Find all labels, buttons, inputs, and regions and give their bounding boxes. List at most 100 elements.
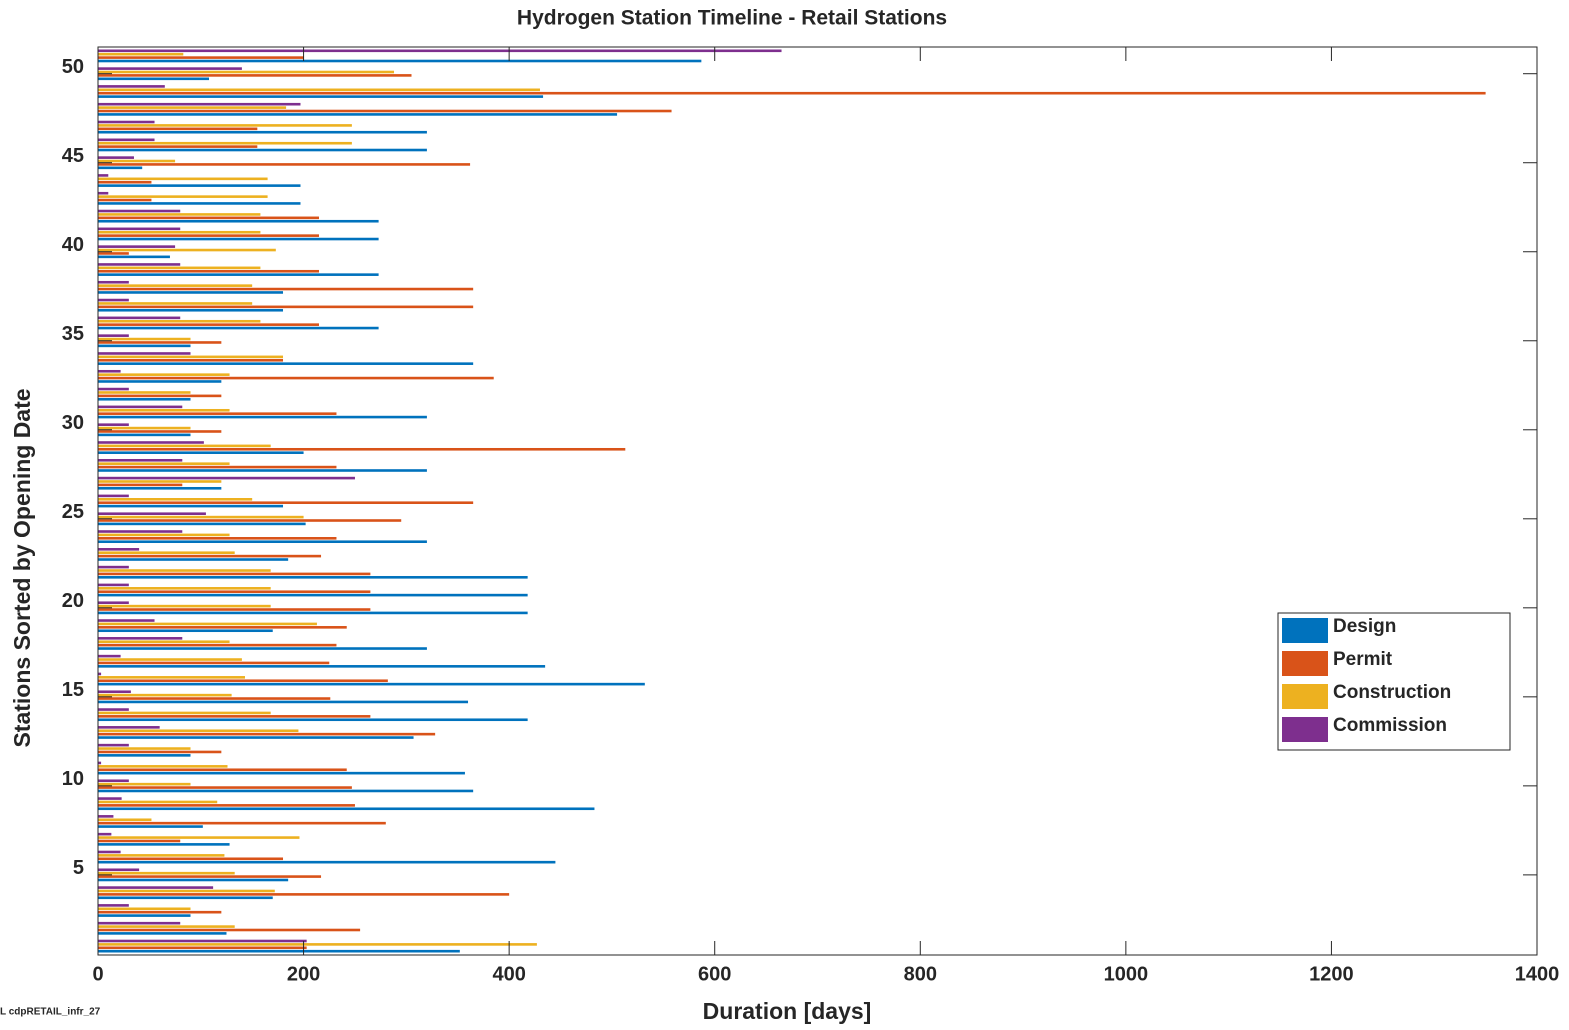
bar [98, 458, 183, 462]
bar [98, 141, 352, 145]
bar [98, 113, 618, 116]
bar [98, 736, 414, 739]
bar [98, 593, 528, 597]
bar [98, 743, 129, 747]
bar [98, 49, 782, 53]
bar [98, 893, 510, 896]
x-tick-label: 600 [698, 963, 731, 985]
bar [98, 391, 191, 394]
bar [98, 551, 235, 555]
bar [98, 821, 386, 825]
bar [98, 860, 556, 864]
bar [98, 337, 191, 341]
y-tick-label: 15 [62, 679, 84, 701]
bar [98, 789, 474, 793]
x-axis-label: Duration [days] [703, 998, 872, 1024]
bar [98, 718, 528, 722]
bar [98, 640, 230, 644]
bar [98, 362, 474, 365]
bar [98, 782, 191, 786]
bar [98, 213, 261, 216]
bar [98, 106, 287, 109]
bar [98, 747, 191, 750]
legend-swatch [1282, 717, 1328, 742]
bar [98, 946, 307, 950]
bar [98, 771, 465, 775]
bar [98, 932, 227, 935]
bar [98, 85, 165, 88]
legend-swatch [1282, 684, 1328, 709]
y-tick-label: 35 [62, 323, 84, 345]
bar [98, 590, 371, 594]
bar [98, 462, 230, 465]
bar [98, 540, 427, 544]
bar [98, 184, 301, 187]
bar [98, 857, 284, 861]
bar [98, 486, 222, 490]
bar [98, 904, 129, 907]
bar [98, 565, 129, 569]
bar [98, 943, 537, 946]
bar [98, 629, 273, 633]
x-tick-label: 200 [287, 963, 320, 985]
bar [98, 637, 183, 640]
bar [98, 558, 289, 561]
bar [98, 643, 337, 647]
legend-swatch [1282, 618, 1328, 643]
bar [98, 708, 129, 711]
bar [98, 433, 191, 437]
bar [98, 376, 494, 380]
y-tick-label: 20 [62, 590, 84, 612]
bar [98, 715, 371, 718]
bar [98, 408, 230, 412]
bar [98, 786, 352, 789]
bar [98, 423, 129, 426]
bar [98, 914, 191, 917]
bar [98, 255, 170, 259]
bar [98, 622, 317, 626]
bar [98, 284, 253, 287]
bar [98, 839, 181, 843]
bar [98, 800, 218, 804]
legend-label: Design [1333, 616, 1396, 637]
bar [98, 871, 235, 875]
bar [98, 601, 129, 605]
bar [98, 626, 347, 629]
bar [98, 148, 427, 152]
bar [98, 102, 301, 106]
bar [98, 326, 379, 330]
bar [98, 447, 626, 451]
bar [98, 682, 645, 686]
bar [98, 341, 222, 344]
bar [98, 252, 129, 255]
bar [98, 672, 102, 676]
bar [98, 302, 253, 305]
bar [98, 665, 546, 668]
legend-label: Permit [1333, 649, 1393, 670]
bar [98, 355, 284, 359]
bar [98, 202, 301, 205]
bar [98, 850, 121, 854]
bar [98, 263, 181, 266]
bar [98, 316, 181, 320]
bar [98, 836, 300, 839]
bar [98, 52, 184, 56]
bar [98, 358, 284, 362]
bar [98, 319, 261, 323]
y-tick-label: 10 [62, 768, 84, 790]
bar [98, 949, 460, 953]
bar [98, 519, 402, 522]
bar [98, 191, 109, 195]
bar [98, 177, 268, 181]
bar [98, 832, 112, 836]
bar [98, 886, 214, 889]
bar [98, 159, 176, 163]
bar [98, 415, 427, 419]
bar [98, 611, 528, 615]
bar [98, 234, 319, 237]
bar [98, 910, 222, 914]
bar [98, 729, 299, 733]
bar [98, 690, 131, 694]
bar [98, 230, 261, 234]
